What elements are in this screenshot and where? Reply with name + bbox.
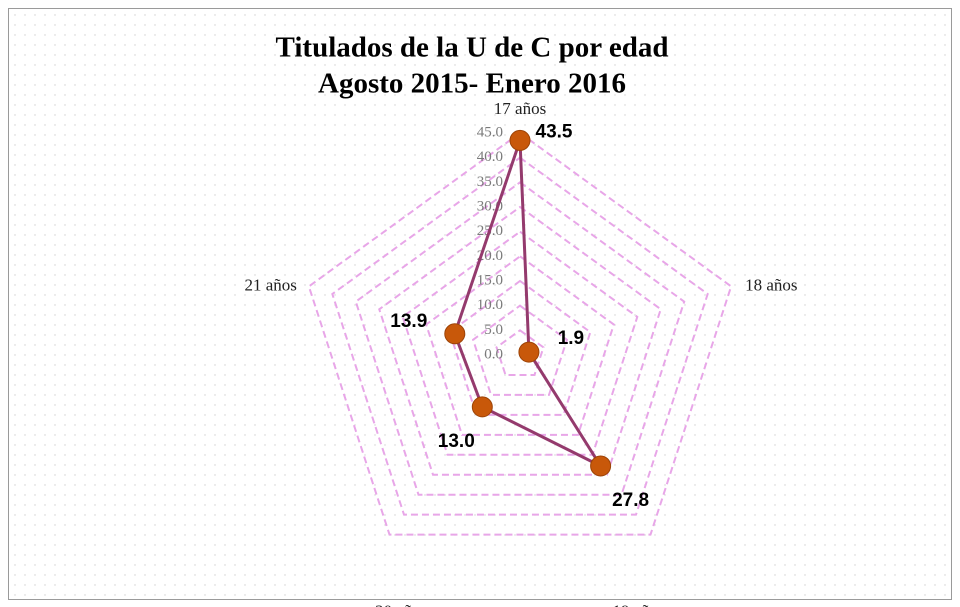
grid-line <box>495 329 545 376</box>
data-label: 43.5 <box>536 121 573 142</box>
category-label: 17 años <box>494 99 546 118</box>
y-tick-label: 10.0 <box>477 297 503 313</box>
category-label: 19 años <box>612 602 664 607</box>
chart-area <box>8 8 952 600</box>
marker <box>444 323 466 345</box>
category-label: 21 años <box>244 275 296 294</box>
chart-title: Agosto 2015- Enero 2016 <box>318 68 626 100</box>
grid-line <box>354 181 686 496</box>
y-tick-label: 0.0 <box>484 346 503 362</box>
y-tick-label: 5.0 <box>484 322 503 338</box>
y-tick-label: 40.0 <box>477 149 503 165</box>
data-label: 1.9 <box>558 328 584 349</box>
grid-line <box>448 279 592 416</box>
category-label: 20 años <box>375 602 427 607</box>
marker <box>509 129 531 151</box>
data-label: 13.0 <box>438 431 475 452</box>
grid-line <box>471 304 569 396</box>
grid-line <box>378 205 662 476</box>
chart-title: Titulados de la U de C por edad <box>276 32 669 64</box>
marker <box>590 455 612 477</box>
y-tick-label: 15.0 <box>477 272 503 288</box>
y-tick-label: 35.0 <box>477 174 503 190</box>
y-tick-label: 45.0 <box>477 124 503 140</box>
grid-line <box>307 131 733 536</box>
data-label: 13.9 <box>390 311 427 332</box>
grid-line <box>424 255 616 436</box>
category-label: 18 años <box>745 275 797 294</box>
data-label: 27.8 <box>612 490 649 511</box>
marker <box>471 396 493 418</box>
series-line <box>453 139 605 470</box>
grid-line <box>331 156 709 516</box>
marker <box>518 341 540 363</box>
